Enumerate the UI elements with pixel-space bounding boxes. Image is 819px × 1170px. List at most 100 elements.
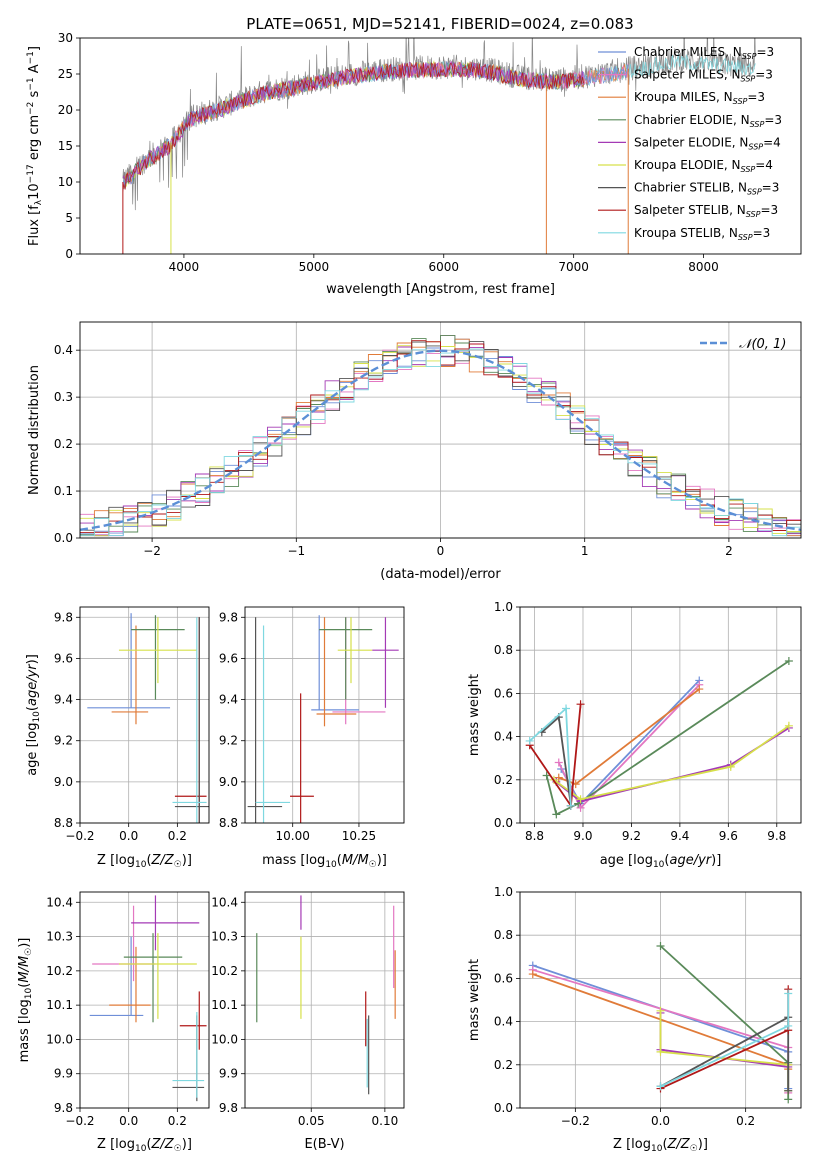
x-tick-label: 0.2: [168, 829, 187, 843]
histogram-lines: [80, 334, 801, 537]
errorbars: [89, 895, 207, 1102]
age-vs-mass-panel: 10.00 10.25 8.8 9.0 9.2 9.4 9.6 9.8 mass [log10(…: [219, 606, 405, 870]
x-tick-label: 0.10: [372, 1114, 399, 1128]
legend-label: 𝒩(0, 1): [739, 337, 786, 352]
y-tick-label: 9.6: [219, 651, 238, 665]
y-tick-label: 15: [58, 139, 73, 153]
weight-series-line: [545, 660, 790, 816]
histogram-step: [80, 348, 801, 537]
legend-label: Chabrier ELODIE, NSSP=3: [634, 113, 782, 129]
weight-marker: [784, 1021, 793, 1030]
mass-vs-ebv-panel: 0.05 0.10 9.8 9.9 10.0 10.1 10.2 10.3 10.4 E(B-V): [211, 891, 405, 1152]
y-tick-label: 25: [58, 67, 73, 81]
x-tick-label: 4000: [169, 260, 200, 274]
axes-frame: [79, 37, 802, 255]
weight-series-line: [553, 725, 790, 801]
errorbars: [87, 613, 209, 823]
x-tick-label: 5000: [299, 260, 330, 274]
y-tick-label: 10.0: [46, 1032, 73, 1046]
legend-label: Kroupa STELIB, NSSP=3: [634, 226, 770, 242]
y-tick-label: 0.4: [54, 343, 73, 357]
spectrum-model-line: [122, 62, 584, 190]
weight-marker: [784, 657, 793, 665]
weight-marker: [576, 795, 585, 804]
y-tick-label: 0.0: [494, 1101, 513, 1115]
y-tick-label: 9.8: [219, 1101, 238, 1115]
y-tick-label: 1.0: [494, 885, 513, 899]
mass-vs-z-ylabel: mass [log10(M/M☉)]: [17, 938, 34, 1063]
axes-frame: [79, 321, 802, 539]
x-tick-label: 1: [581, 544, 589, 558]
axes-frame: [79, 891, 210, 1109]
y-tick-label: 9.2: [54, 734, 73, 748]
x-tick-label: 10.25: [342, 829, 376, 843]
y-tick-label: 10.1: [211, 998, 238, 1012]
errorbars: [256, 895, 396, 1095]
y-tick-label: 10.3: [46, 930, 73, 944]
weight-marker: [562, 704, 571, 713]
axes-frame: [519, 891, 802, 1109]
y-tick-label: 0.4: [494, 730, 513, 744]
x-tick-label: 9.0: [573, 829, 592, 843]
weight-vs-z-panel: −0.2 0.0 0.2 0.0 0.2 0.4 0.6 0.8 1.0 Z [log10(Z/Z…: [467, 885, 802, 1154]
spectrum-ylabel: Flux [fλ10−17 erg cm−2 s−1 A−1]: [26, 46, 44, 246]
legend-label: Salpeter MILES, NSSP=3: [634, 68, 773, 84]
x-tick-label: 0.0: [119, 1114, 138, 1128]
y-tick-label: 0.3: [54, 390, 73, 404]
weight-marker: [576, 700, 585, 709]
spectrum-model-line: [122, 60, 584, 184]
y-tick-label: 10: [58, 175, 73, 189]
weight-marker: [525, 736, 534, 745]
y-tick-label: 0.0: [54, 531, 73, 545]
y-tick-label: 0.8: [494, 928, 513, 942]
y-tick-label: 0.2: [494, 1058, 513, 1072]
age-vs-z-xlabel: Z [log10(Z/Z☉)]: [97, 853, 192, 870]
x-tick-label: 0.0: [119, 829, 138, 843]
weight-marker: [528, 970, 537, 979]
y-tick-label: 0.2: [494, 773, 513, 787]
y-tick-label: 9.9: [219, 1067, 238, 1081]
x-tick-label: 0.05: [298, 1114, 325, 1128]
weight-marker: [656, 1047, 665, 1056]
y-tick-label: 20: [58, 103, 73, 117]
age-vs-z-ylabel: age [log10(age/yr)]: [25, 654, 42, 776]
spectrum-model-line: [122, 61, 629, 189]
weight-marker: [552, 810, 561, 819]
mass-vs-z-panel: −0.2 0.0 0.2 9.8 9.9 10.0 10.1 10.2 10.3 10.4 Z [l…: [17, 891, 210, 1154]
y-tick-label: 10.1: [46, 998, 73, 1012]
errorbars: [247, 615, 399, 823]
weight-marker: [554, 758, 563, 767]
weight-lines: [528, 942, 793, 1104]
x-tick-label: 0.0: [651, 1114, 670, 1128]
y-tick-label: 0.8: [494, 643, 513, 657]
x-tick-label: −0.2: [65, 829, 94, 843]
legend-label: Salpeter ELODIE, NSSP=4: [634, 135, 781, 151]
mass-vs-ebv-xlabel: E(B-V): [304, 1137, 344, 1152]
residual-panel: −2 −1 0 1 2 0.0 0.1 0.2 0.3 0.4 𝒩(0, 1) (data-model…: [27, 321, 802, 582]
y-tick-label: 9.8: [219, 610, 238, 624]
spectrum-panel: 4000 5000 6000 7000 8000 0 5 10 15 20 25 30 Chabrier…: [26, 31, 802, 297]
x-tick-label: −0.2: [65, 1114, 94, 1128]
residual-ylabel: Normed distribution: [27, 365, 42, 495]
weight-series-line: [660, 993, 790, 1088]
legend-label: Salpeter STELIB, NSSP=3: [634, 203, 778, 219]
y-tick-label: 0.2: [54, 437, 73, 451]
residual-xlabel: (data-model)/error: [380, 567, 501, 582]
x-tick-label: 0.2: [736, 1114, 755, 1128]
legend-label: Chabrier STELIB, NSSP=3: [634, 181, 779, 197]
y-tick-label: 9.8: [54, 1101, 73, 1115]
y-tick-label: 10.4: [46, 895, 73, 909]
weight-marker: [784, 1086, 793, 1095]
x-tick-label: 9.8: [767, 829, 786, 843]
y-tick-label: 0.6: [494, 686, 513, 700]
spectrum-title: PLATE=0651, MJD=52141, FIBERID=0024, z=0…: [246, 15, 633, 33]
weight-marker: [566, 801, 575, 810]
x-tick-label: 9.6: [719, 829, 738, 843]
y-tick-label: 9.0: [219, 775, 238, 789]
y-tick-label: 10.2: [211, 964, 238, 978]
gaussian-curve: [80, 349, 801, 531]
y-tick-label: 5: [65, 211, 73, 225]
x-tick-label: 2: [725, 544, 733, 558]
x-tick-label: 0: [437, 544, 445, 558]
weight-vs-age-xlabel: age [log10(age/yr)]: [600, 853, 722, 870]
